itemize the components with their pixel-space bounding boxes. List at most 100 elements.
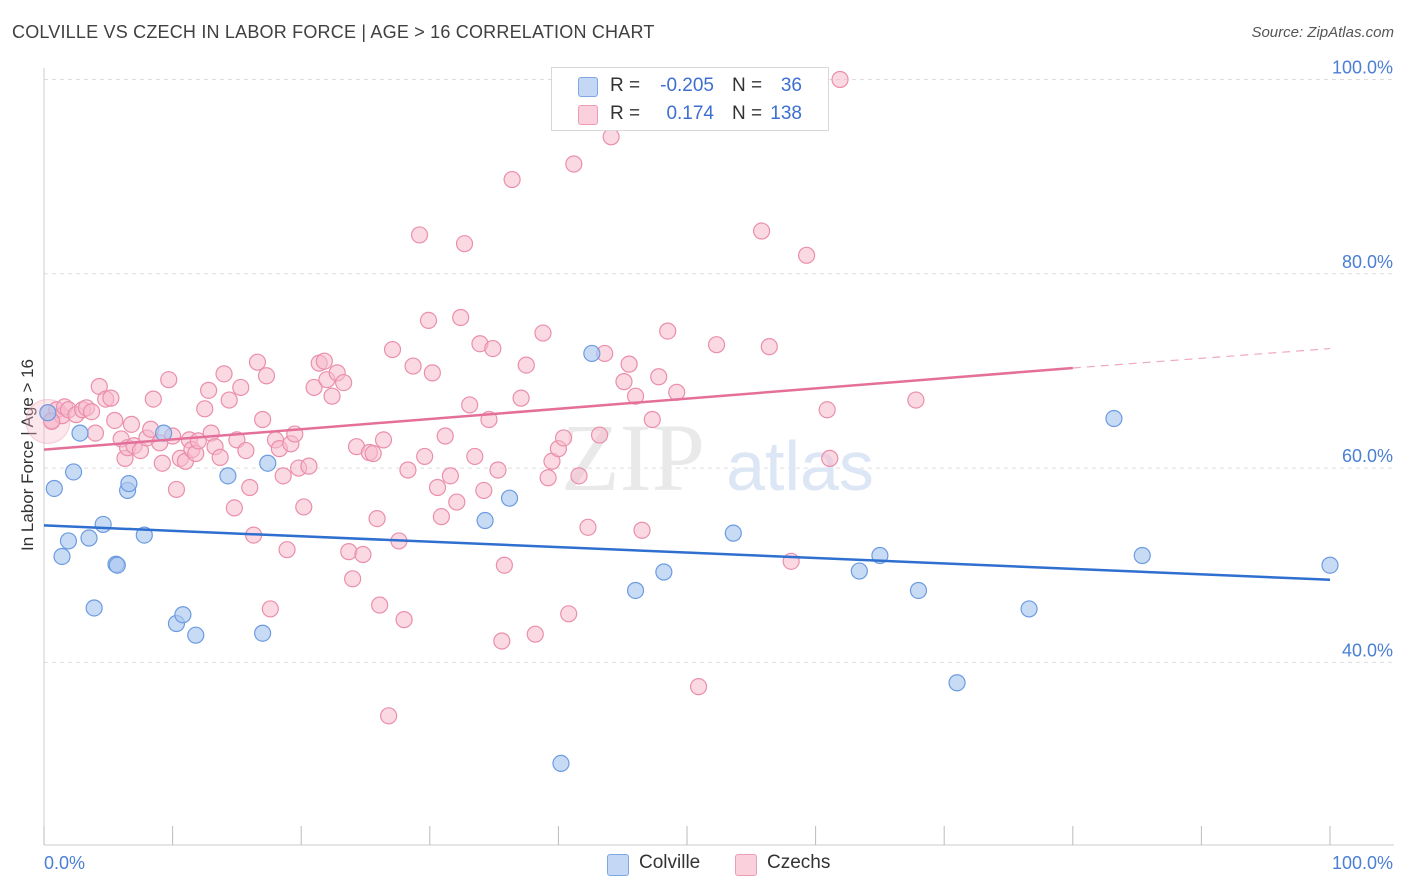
czechs-point	[371, 596, 389, 614]
y-tick-label: 100.0%	[1332, 57, 1393, 77]
czechs-point	[650, 368, 668, 386]
colville-point	[187, 626, 205, 644]
colville-point	[1105, 409, 1123, 428]
czechs-point	[436, 427, 454, 445]
czechs-point	[399, 461, 417, 479]
czechs-point	[526, 625, 544, 643]
czechs-point	[237, 441, 255, 460]
tick-labels: 40.0% 60.0% 80.0% 100.0% 0.0% 100.0%	[44, 57, 1393, 873]
colville-point	[39, 404, 57, 422]
colville-swatch-icon	[578, 77, 598, 97]
czechs-point	[419, 311, 438, 330]
czechs-point	[579, 518, 597, 536]
colville-point	[254, 624, 272, 642]
czechs-point	[278, 541, 296, 559]
czechs-point	[344, 570, 362, 588]
colville-point	[850, 562, 868, 580]
czechs-point	[167, 480, 186, 499]
colville-point	[85, 599, 103, 617]
legend-row-czechs: R = 0.174 N = 138	[552, 100, 828, 130]
czechs-point	[602, 128, 620, 146]
czechs-point	[752, 222, 771, 240]
colville-point	[1020, 600, 1038, 618]
colville-point	[108, 556, 126, 574]
colville-point	[59, 532, 78, 550]
legend-row-colville: R = -0.205 N = 36	[552, 72, 828, 102]
colville-legend-icon	[607, 854, 629, 876]
trend-lines	[43, 347, 1331, 582]
series-czechs	[25, 70, 925, 725]
czechs-point	[441, 467, 459, 485]
czechs-point	[404, 357, 422, 375]
series-legend: Colville Czechs	[0, 852, 1406, 878]
czechs-point	[374, 431, 393, 449]
colville-point	[909, 581, 928, 600]
legend-label-colville: Colville	[639, 852, 701, 873]
series-colville	[39, 344, 1339, 772]
czechs-point	[620, 355, 638, 373]
czechs-point	[452, 308, 470, 327]
czechs-point	[144, 390, 162, 408]
legend-r-value: -0.205	[660, 75, 714, 96]
legend-n-label: N =	[732, 103, 763, 124]
czechs-point	[106, 411, 124, 430]
legend-r-value: 0.174	[666, 103, 714, 124]
czechs-point	[383, 340, 402, 359]
colville-point	[174, 606, 192, 624]
czechs-point	[818, 401, 836, 419]
czechs-point	[659, 322, 677, 340]
czechs-point	[364, 444, 382, 463]
axes	[43, 68, 1394, 846]
czechs-point	[102, 389, 120, 407]
czechs-point	[689, 678, 708, 696]
czechs-point	[448, 493, 466, 511]
colville-point	[71, 424, 89, 442]
czechs-swatch-icon	[578, 105, 598, 125]
colville-point	[1133, 546, 1151, 565]
czechs-point	[315, 352, 333, 370]
watermark-zip: ZIP	[561, 404, 705, 511]
watermark-atlas: atlas	[726, 427, 874, 505]
source-credit: Source: ZipAtlas.com	[1251, 24, 1394, 41]
colville-point	[626, 581, 645, 600]
czechs-point	[323, 387, 341, 405]
colville-point	[583, 344, 601, 363]
czechs-point	[707, 336, 726, 354]
czechs-point	[380, 707, 398, 725]
czechs-point	[254, 410, 272, 429]
czechs-point	[821, 449, 839, 467]
czechs-point	[211, 448, 229, 466]
czechs-point	[565, 155, 583, 173]
colville-point	[476, 511, 494, 530]
czechs-point	[335, 373, 353, 392]
colville-point	[94, 515, 112, 534]
czechs-point	[493, 632, 511, 650]
colville-point	[552, 754, 570, 772]
colville-point	[135, 526, 153, 544]
czechs-trend-line	[43, 366, 1073, 451]
czechs-point	[86, 424, 105, 442]
colville-point	[1321, 556, 1339, 574]
y-tick-label: 60.0%	[1342, 446, 1393, 466]
legend-r-label: R =	[610, 103, 641, 124]
czechs-point	[153, 454, 171, 472]
czechs-point	[295, 498, 313, 516]
czechs-point	[220, 391, 238, 409]
colville-point	[53, 547, 71, 566]
czechs-point	[484, 339, 502, 358]
colville-point	[655, 563, 673, 581]
colville-point	[948, 674, 966, 692]
czechs-point	[461, 396, 479, 414]
czechs-point	[466, 447, 484, 466]
y-tick-label: 40.0%	[1342, 640, 1393, 660]
czechs-point	[261, 600, 279, 618]
x-tick-label: 0.0%	[44, 853, 85, 873]
legend-r-label: R =	[610, 75, 641, 96]
czechs-point	[570, 467, 588, 485]
colville-point	[259, 454, 277, 472]
czechs-point	[248, 353, 267, 371]
colville-point	[64, 463, 83, 481]
czechs-point	[340, 543, 358, 561]
czechs-point	[831, 70, 849, 89]
